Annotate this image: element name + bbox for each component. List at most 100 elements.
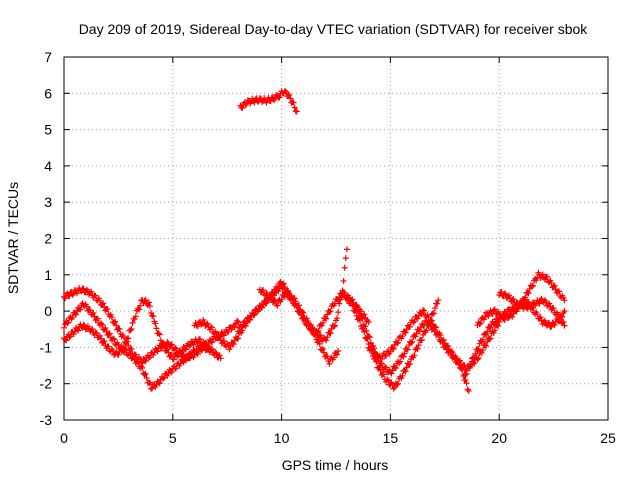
data-point: [213, 330, 220, 337]
data-point: [111, 336, 118, 343]
data-point: [326, 360, 333, 367]
data-point: [291, 104, 298, 111]
data-point: [88, 326, 95, 333]
data-point: [445, 343, 452, 349]
y-tick-label: -3: [40, 412, 53, 428]
data-point: [137, 302, 144, 309]
data-point: [142, 358, 149, 365]
data-point: [475, 345, 482, 352]
data-point: [62, 336, 69, 343]
data-point: [388, 379, 395, 386]
data-point: [132, 313, 139, 320]
data-point: [487, 324, 494, 331]
data-point: [217, 355, 224, 362]
data-point: [513, 299, 520, 306]
data-point: [544, 273, 551, 280]
data-point: [550, 305, 557, 312]
data-point: [153, 325, 160, 332]
data-point: [134, 305, 141, 312]
data-point: [457, 357, 464, 364]
data-point: [404, 346, 411, 353]
data-point: [152, 320, 159, 327]
data-point: [534, 311, 541, 318]
data-point: [491, 320, 498, 327]
data-point: [343, 246, 350, 253]
axis-ticks: 0 5 10 15 20 25 -3 -2 -1 0 1 2 3 4 5 6 7: [40, 49, 616, 446]
data-point: [477, 320, 484, 327]
data-point: [522, 294, 529, 301]
data-point: [476, 320, 483, 327]
data-point: [548, 323, 555, 330]
x-tick-label: 25: [600, 430, 616, 446]
data-point: [505, 314, 512, 321]
data-point: [96, 332, 103, 339]
data-point: [334, 315, 341, 322]
y-tick-label: 1: [44, 267, 52, 283]
data-point: [479, 336, 486, 343]
x-tick-label: 5: [169, 430, 177, 446]
data-point: [128, 345, 135, 352]
data-point: [201, 340, 208, 347]
data-point: [397, 358, 404, 365]
data-point: [156, 380, 163, 387]
data-point: [440, 336, 447, 343]
data-point: [462, 371, 469, 378]
y-axis-label: SDTVAR / TECUs: [5, 182, 21, 294]
data-point: [69, 314, 76, 321]
data-point: [383, 352, 390, 359]
data-point: [331, 322, 338, 329]
data-point: [464, 386, 471, 393]
data-point: [406, 323, 413, 330]
data-point: [239, 105, 246, 112]
data-point: [560, 318, 567, 325]
data-point: [483, 331, 490, 338]
data-point: [235, 328, 242, 335]
data-point: [484, 328, 491, 335]
data-point: [539, 271, 546, 278]
data-point: [128, 325, 135, 332]
data-point: [233, 317, 240, 324]
data-point: [132, 351, 139, 358]
data-point: [239, 323, 246, 330]
data-point: [433, 324, 440, 331]
data-point: [434, 300, 441, 307]
data-point: [224, 340, 231, 347]
data-point: [474, 346, 481, 353]
data-point: [557, 313, 564, 320]
data-point: [384, 376, 391, 383]
data-point: [322, 315, 329, 322]
data-point: [402, 329, 409, 336]
data-point: [108, 314, 115, 321]
data-point: [267, 98, 274, 105]
data-point: [100, 300, 107, 307]
data-point: [528, 283, 535, 290]
data-point: [466, 363, 473, 370]
data-point: [160, 340, 167, 347]
x-tick-label: 10: [274, 430, 290, 446]
data-point: [186, 343, 193, 350]
data-point: [326, 308, 333, 315]
data-point: [216, 333, 223, 340]
data-point: [411, 352, 418, 359]
data-point: [123, 339, 130, 346]
data-point: [483, 342, 490, 349]
data-point: [80, 285, 87, 292]
data-point: [373, 351, 380, 358]
data-point: [501, 316, 508, 323]
data-point: [259, 304, 266, 311]
data-point: [149, 385, 156, 392]
data-point: [512, 307, 519, 314]
data-point: [513, 308, 520, 315]
data-point: [102, 325, 109, 332]
data-point: [90, 310, 97, 317]
data-point: [402, 368, 409, 375]
grid: [64, 57, 608, 420]
data-point: [142, 370, 149, 377]
data-point: [317, 332, 324, 339]
data-point: [120, 343, 127, 350]
data-point: [105, 343, 112, 350]
data-point: [341, 264, 348, 271]
data-point: [242, 101, 249, 108]
data-point: [281, 293, 288, 300]
data-point: [291, 295, 298, 302]
